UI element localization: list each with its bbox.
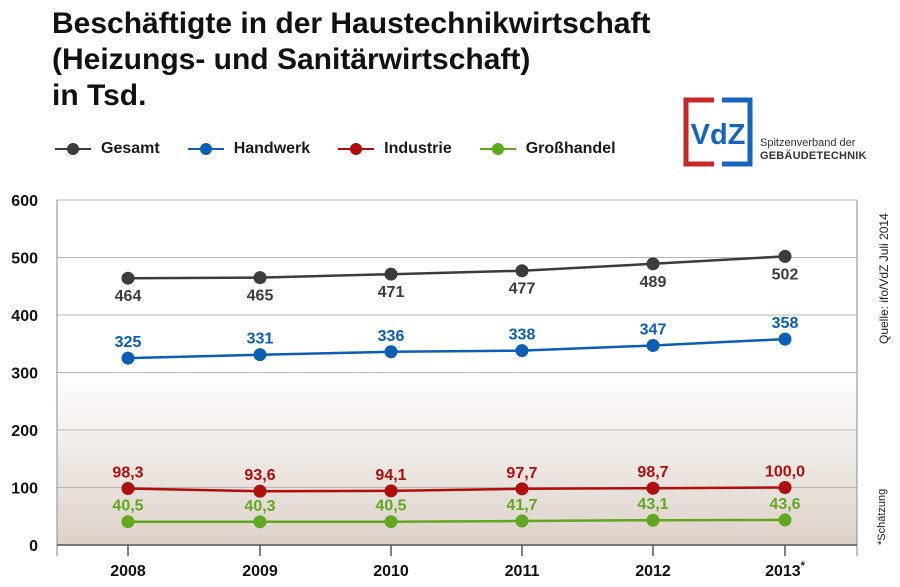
data-point <box>646 513 660 527</box>
data-point <box>253 484 267 498</box>
x-tick-label: 2012 <box>635 563 671 580</box>
data-label: 40,3 <box>244 498 275 515</box>
data-point <box>121 271 135 285</box>
data-point <box>778 332 792 346</box>
data-label: 338 <box>509 327 536 344</box>
data-label: 43,1 <box>637 496 668 513</box>
data-label: 502 <box>772 266 799 283</box>
series-gesamt: 464 465 471 477 489 502 <box>115 249 799 305</box>
organization-line: Spitzenverband der <box>760 137 856 149</box>
series-industrie: 98,3 93,6 94,1 97,7 98,7 100,0 <box>112 464 805 498</box>
data-label: 98,3 <box>112 464 143 481</box>
source-note: Quelle: ifo/VdZ Juli 2014 <box>877 213 891 344</box>
data-label: 358 <box>772 315 799 332</box>
estimate-note: *Schätzung <box>876 489 888 545</box>
legend-item-industrie: Industrie <box>338 140 452 158</box>
data-label: 40,5 <box>112 498 143 515</box>
legend-item-handwerk: Handwerk <box>187 140 311 158</box>
data-point <box>646 338 660 352</box>
chart-title: Beschäftigte in der Haustechnikwirtschaf… <box>52 6 650 114</box>
data-label: 347 <box>640 321 667 338</box>
y-tick-label: 500 <box>11 251 38 268</box>
series-line <box>127 255 786 280</box>
data-label: 43,6 <box>769 496 800 513</box>
y-tick-label: 200 <box>11 423 38 440</box>
data-label: 465 <box>247 288 274 305</box>
series-group: 464 465 471 477 489 502 325 331 336 338 347 358 98,3… <box>112 249 805 529</box>
data-label: 471 <box>378 284 405 301</box>
data-point <box>384 484 398 498</box>
data-point <box>515 264 529 278</box>
organization-name: Spitzenverband der GEBÄUDETECHNIK <box>760 137 867 163</box>
y-tick-label: 0 <box>29 538 38 555</box>
x-tick-label: 2009 <box>242 563 278 580</box>
series-line <box>127 486 786 493</box>
data-label: 40,5 <box>375 498 406 515</box>
data-point <box>515 344 529 358</box>
legend-label: Großhandel <box>525 140 616 157</box>
vdz-logo: VdZ <box>683 97 753 167</box>
data-point <box>253 348 267 362</box>
title-line: in Tsd. <box>52 79 147 112</box>
data-label: 100,0 <box>765 464 805 481</box>
data-label: 94,1 <box>375 467 406 484</box>
y-axis-labels: 0 100 200 300 400 500 600 <box>11 193 38 555</box>
y-tick-label: 100 <box>11 481 38 498</box>
data-point <box>778 249 792 263</box>
data-point <box>384 267 398 281</box>
data-point <box>384 345 398 359</box>
y-tick-label: 600 <box>11 193 38 210</box>
x-tick-label: 2010 <box>373 563 409 580</box>
data-point <box>515 482 529 496</box>
data-label: 98,7 <box>637 464 668 481</box>
data-label: 93,6 <box>244 467 275 484</box>
data-point <box>121 515 135 529</box>
legend-label: Handwerk <box>233 140 311 157</box>
title-line: (Heizungs- und Sanitärwirtschaft) <box>52 43 531 76</box>
legend-label: Industrie <box>384 140 452 157</box>
organization-line: GEBÄUDETECHNIK <box>760 150 867 162</box>
plot-background <box>57 372 857 545</box>
legend-item-gesamt: Gesamt <box>55 140 160 158</box>
data-point <box>121 351 135 365</box>
data-point <box>646 257 660 271</box>
data-point <box>253 515 267 529</box>
data-point <box>778 481 792 494</box>
data-label: 325 <box>115 334 142 351</box>
data-label: 41,7 <box>506 497 537 514</box>
x-axis: 2008 2009 2010 2011 2012 2013* <box>56 200 858 580</box>
x-tick-label: 2013* <box>765 560 806 580</box>
data-label: 489 <box>640 274 667 291</box>
title-line: Beschäftigte in der Haustechnikwirtschaf… <box>52 7 651 40</box>
data-point <box>121 481 135 495</box>
legend: Gesamt Handwerk Industrie Großhandel <box>55 140 644 158</box>
x-tick-label: 2011 <box>505 563 540 580</box>
data-point <box>384 515 398 529</box>
data-label: 97,7 <box>506 465 537 482</box>
gridlines <box>57 199 857 488</box>
series-großhandel: 40,5 40,3 40,5 41,7 43,1 43,6 <box>112 496 801 529</box>
series-handwerk: 325 331 336 338 347 358 <box>115 315 799 365</box>
data-label: 464 <box>115 288 142 305</box>
legend-swatch <box>479 142 516 156</box>
data-point <box>646 481 660 495</box>
legend-swatch <box>338 142 375 156</box>
data-label: 336 <box>378 328 405 345</box>
legend-item-grosshandel: Großhandel <box>479 140 616 158</box>
logo-text: VdZ <box>691 119 746 151</box>
data-point <box>515 514 529 528</box>
y-tick-label: 400 <box>11 308 38 325</box>
data-point <box>253 271 267 285</box>
legend-label: Gesamt <box>101 140 160 157</box>
series-line <box>127 518 786 524</box>
data-point <box>778 513 792 527</box>
data-label: 331 <box>247 331 274 348</box>
x-tick-label: 2008 <box>110 563 146 580</box>
legend-swatch <box>187 142 224 156</box>
y-tick-label: 300 <box>11 366 38 383</box>
series-line <box>127 337 786 360</box>
data-label: 477 <box>509 281 536 298</box>
legend-swatch <box>55 142 91 156</box>
